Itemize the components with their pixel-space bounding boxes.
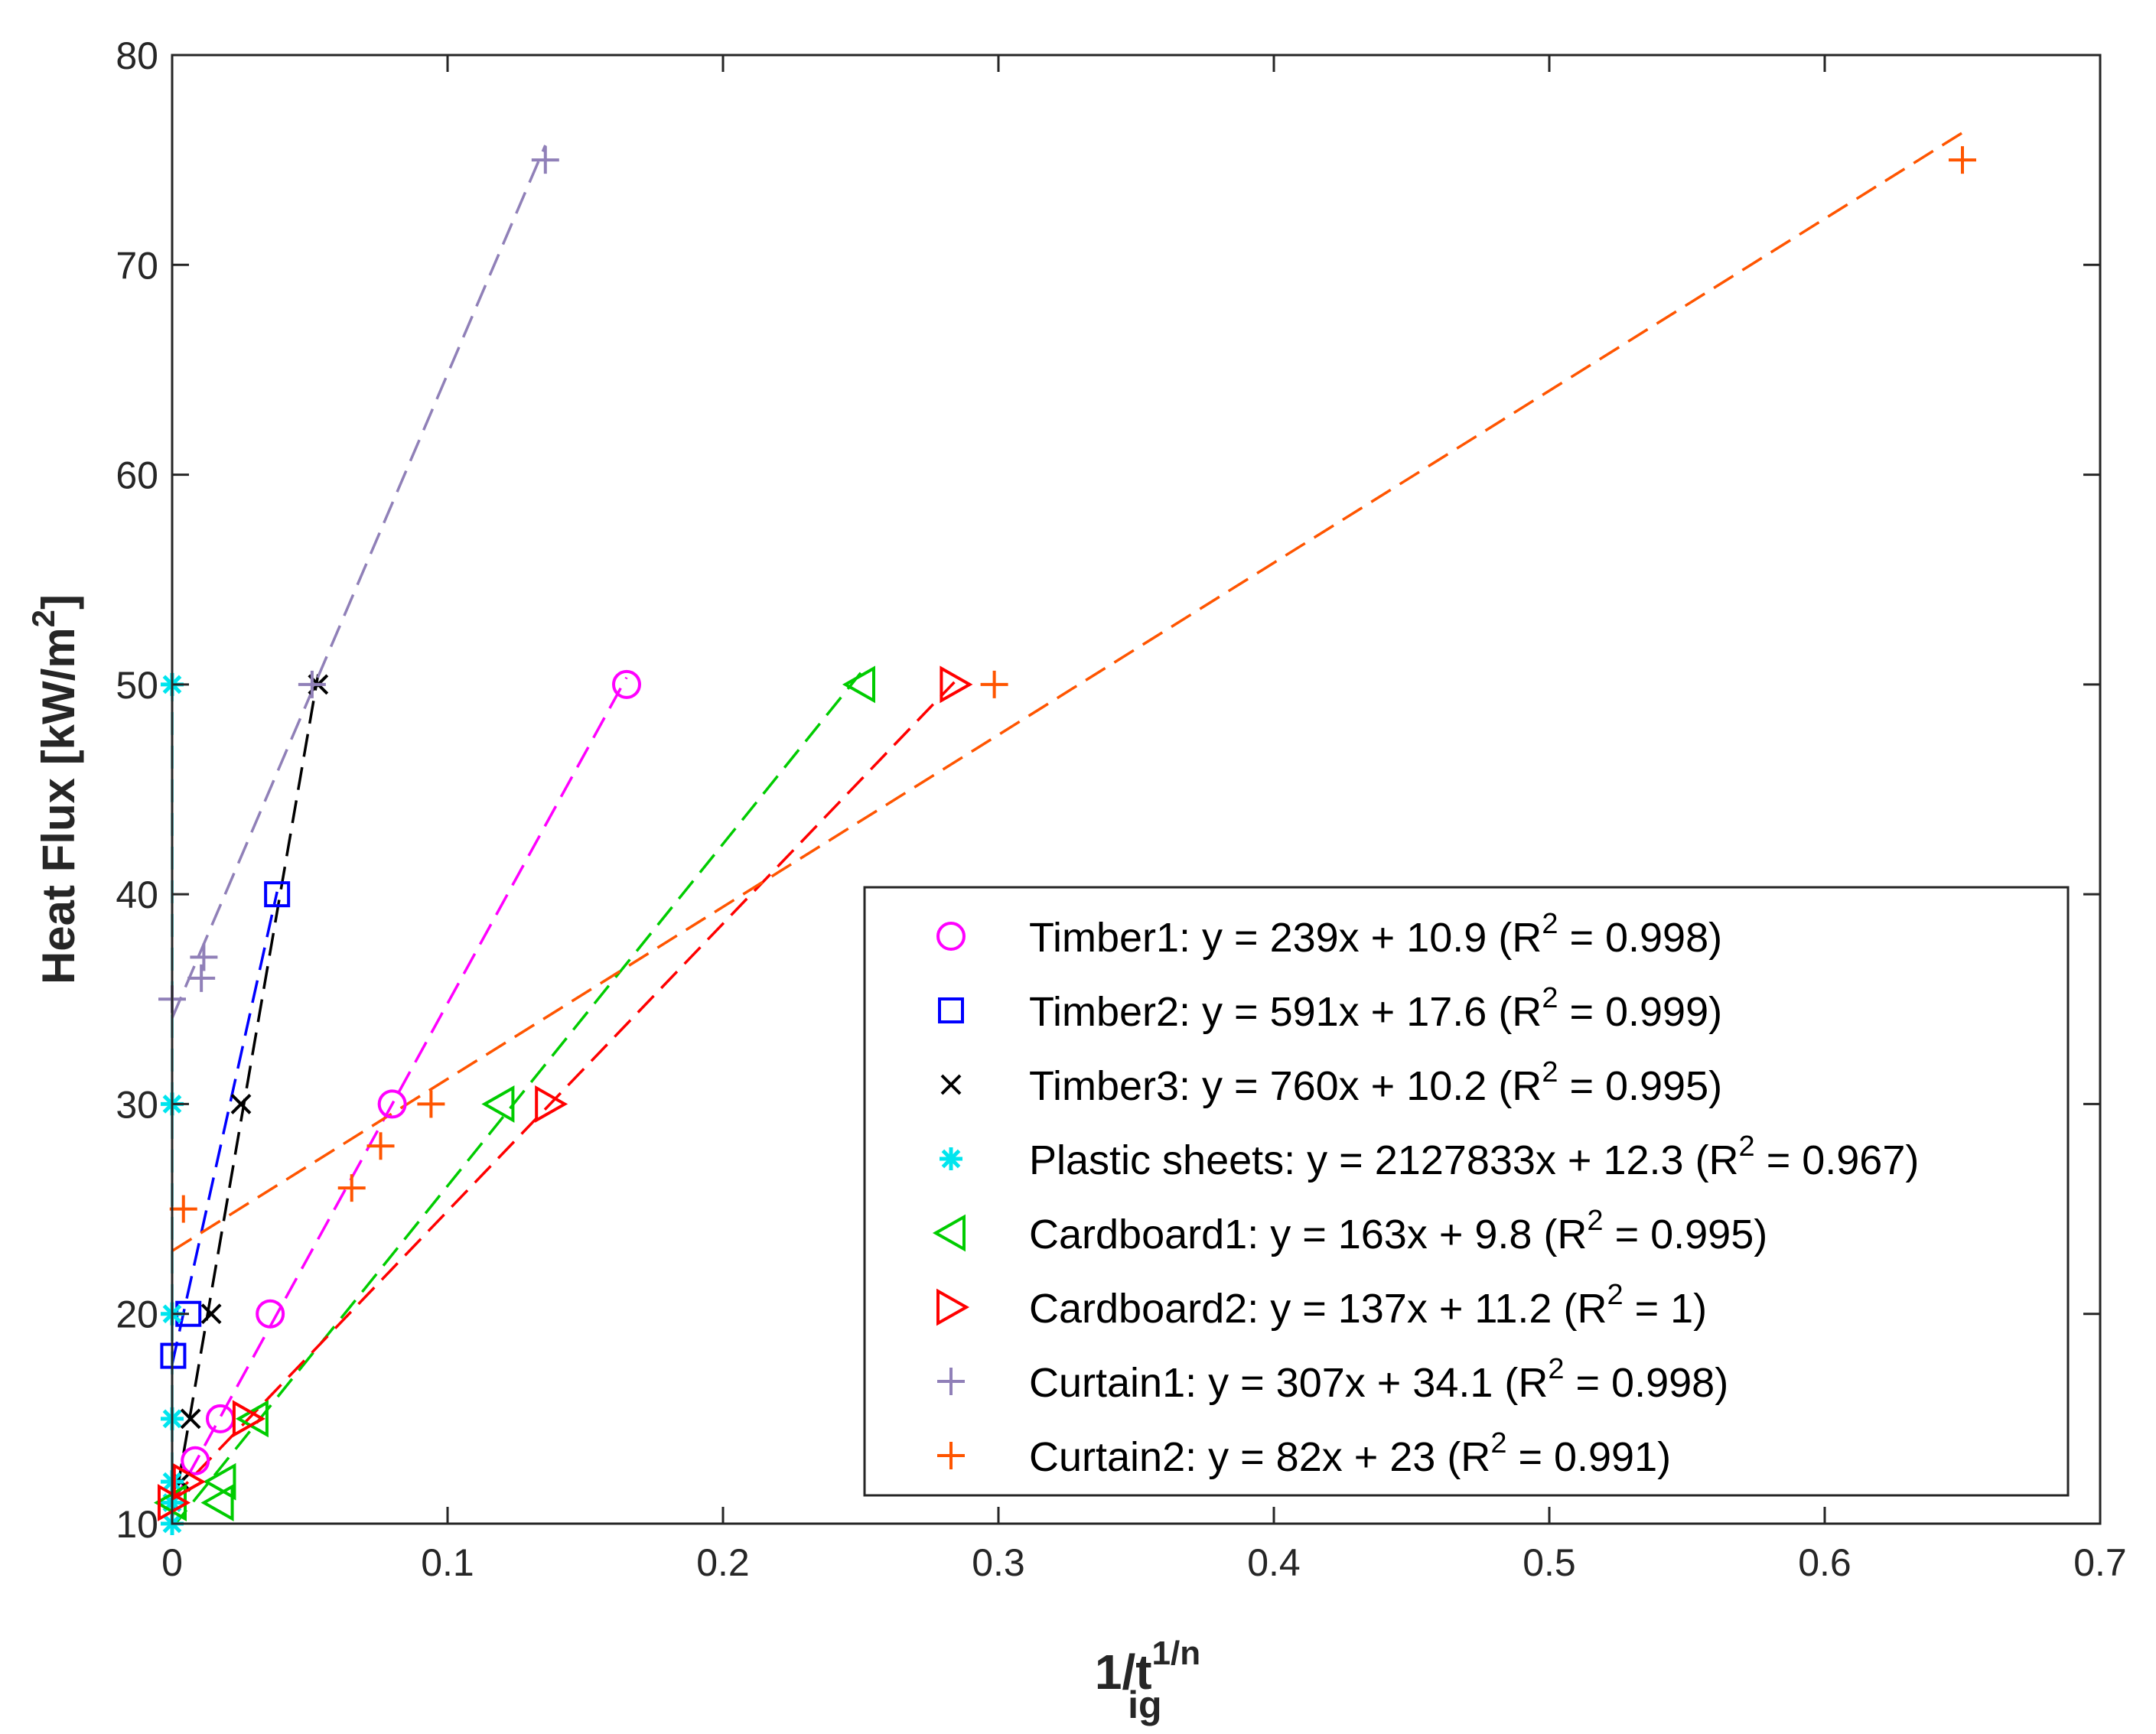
data-point-curtain2 [1949, 146, 1976, 174]
legend-label-timber1: Timber1: y = 239x + 10.9 (R2 = 0.998) [1029, 908, 1722, 961]
data-point-curtain2 [337, 1174, 366, 1202]
legend-entry-curtain1: Curtain1: y = 307x + 34.1 (R2 = 0.998) [937, 1353, 1728, 1406]
x-tick-label: 0.7 [2073, 1541, 2127, 1584]
legend-entry-cardboard2: Cardboard2: y = 137x + 11.2 (R2 = 1) [936, 1279, 1707, 1332]
data-point-timber1 [181, 1446, 210, 1475]
fit-line-cardboard2 [171, 681, 956, 1500]
legend-entry-timber2: Timber2: y = 591x + 17.6 (R2 = 0.999) [938, 982, 1722, 1035]
data-point-curtain1 [298, 670, 326, 698]
y-axis-title-sup: 2 [25, 610, 61, 627]
legend-marker-cardboard2 [936, 1288, 970, 1326]
legend: Timber1: y = 239x + 10.9 (R2 = 0.998) Tim… [863, 886, 2070, 1497]
legend-marker-curtain2 [937, 1442, 965, 1469]
legend-label-timber3: Timber3: y = 760x + 10.2 (R2 = 0.995) [1029, 1056, 1722, 1109]
fit-line-timber3 [171, 674, 320, 1520]
fit-line-curtain2 [171, 132, 1963, 1252]
y-tick-label: 10 [116, 1503, 158, 1546]
x-tick-label: 0.1 [421, 1541, 474, 1584]
fit-line-timber2 [171, 891, 278, 1365]
fit-line-timber1 [171, 676, 628, 1506]
y-tick-label: 60 [116, 454, 158, 497]
y-axis-title-main: Heat Flux [kW/m [33, 627, 84, 984]
x-axis-title-sub: ig [1128, 1684, 1161, 1726]
legend-entry-timber3: Timber3: y = 760x + 10.2 (R2 = 0.995) [940, 1056, 1722, 1109]
x-tick-label: 0 [161, 1541, 183, 1584]
legend-marker-curtain1 [937, 1368, 965, 1395]
legend-marker-plastic-sheets [940, 1147, 962, 1170]
data-point-curtain1 [190, 943, 218, 971]
data-point-timber3 [200, 1303, 222, 1325]
fit-line-curtain1 [171, 145, 547, 1019]
legend-label-plastic-sheets: Plastic sheets: y = 2127833x + 12.3 (R2 … [1029, 1131, 1919, 1183]
legend-marker-timber1 [936, 922, 966, 951]
data-point-curtain2 [980, 670, 1008, 698]
data-point-cardboard2 [232, 1400, 265, 1438]
fit-line-cardboard1 [171, 672, 862, 1529]
y-tick-label: 30 [116, 1083, 158, 1126]
x-tick-label: 0.5 [1523, 1541, 1576, 1584]
legend-entry-cardboard1: Cardboard1: y = 163x + 9.8 (R2 = 0.995) [932, 1205, 1767, 1257]
data-point-cardboard1 [481, 1085, 515, 1123]
data-point-curtain2 [366, 1132, 395, 1160]
data-point-timber1 [256, 1299, 285, 1329]
legend-marker-timber2 [938, 997, 964, 1023]
data-point-cardboard1 [842, 665, 875, 704]
y-tick-label: 80 [116, 34, 158, 77]
legend-label-curtain1: Curtain1: y = 307x + 34.1 (R2 = 0.998) [1029, 1353, 1728, 1406]
x-tick-label: 0.2 [696, 1541, 750, 1584]
data-point-cardboard2 [940, 665, 973, 704]
data-point-timber1 [377, 1089, 407, 1119]
legend-label-curtain2: Curtain2: y = 82x + 23 (R2 = 0.991) [1029, 1427, 1671, 1480]
data-point-curtain1 [531, 146, 559, 174]
x-tick-label: 0.3 [972, 1541, 1025, 1584]
axis-ticks [171, 54, 2102, 1525]
legend-marker-timber3 [940, 1074, 962, 1095]
legend-label-cardboard1: Cardboard1: y = 163x + 9.8 (R2 = 0.995) [1029, 1205, 1767, 1257]
data-point-cardboard2 [172, 1462, 206, 1501]
x-tick-label: 0.4 [1247, 1541, 1301, 1584]
y-tick-label: 40 [116, 874, 158, 916]
x-tick-label: 0.6 [1798, 1541, 1851, 1584]
legend-entries: Timber1: y = 239x + 10.9 (R2 = 0.998) Tim… [932, 908, 1919, 1480]
data-point-timber3 [230, 1094, 252, 1114]
data-point-curtain1 [187, 964, 216, 992]
y-tick-label: 50 [116, 664, 158, 707]
data-point-cardboard1 [200, 1484, 234, 1522]
data-point-cardboard1 [235, 1400, 269, 1438]
legend-marker-cardboard1 [932, 1214, 966, 1252]
axis-tick-labels: 0 0.1 0.2 0.3 0.4 0.5 0.6 0.7 10 20 30 40 50 60 70 80 [116, 34, 2126, 1584]
data-point-cardboard2 [535, 1085, 568, 1123]
legend-entry-plastic-sheets: Plastic sheets: y = 2127833x + 12.3 (R2 … [940, 1131, 1919, 1183]
data-point-cardboard1 [203, 1462, 236, 1501]
legend-entry-timber1: Timber1: y = 239x + 10.9 (R2 = 0.998) [936, 908, 1722, 961]
legend-entry-curtain2: Curtain2: y = 82x + 23 (R2 = 0.991) [937, 1427, 1671, 1480]
legend-label-timber2: Timber2: y = 591x + 17.6 (R2 = 0.999) [1029, 982, 1722, 1035]
data-point-timber1 [612, 669, 641, 699]
x-axis-title-main: 1/t [1095, 1645, 1152, 1700]
data-point-timber3 [180, 1408, 201, 1430]
plot-frame [171, 54, 2102, 1525]
y-tick-label: 20 [116, 1293, 158, 1336]
legend-label-cardboard2: Cardboard2: y = 137x + 11.2 (R2 = 1) [1029, 1279, 1707, 1332]
y-axis-title-end: ] [33, 594, 84, 610]
data-point-timber2 [264, 881, 291, 908]
data-point-curtain2 [169, 1195, 197, 1223]
y-axis-title: Heat Flux [kW/m2] [25, 594, 84, 984]
legend-box [863, 886, 2070, 1497]
x-axis-title: 1/t1/n ig [1095, 1635, 1200, 1726]
y-tick-label: 70 [116, 244, 158, 287]
x-axis-title-sup: 1/n [1152, 1635, 1201, 1672]
data-point-curtain2 [417, 1090, 445, 1118]
